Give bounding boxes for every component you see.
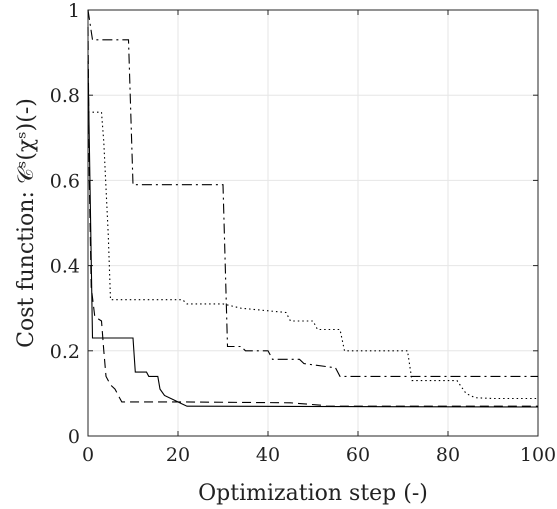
x-tick-label: 40: [256, 444, 280, 466]
series-line-solid: [87, 61, 539, 408]
series-line-dotted: [88, 111, 538, 400]
x-tick-label: 20: [166, 444, 190, 466]
x-tick-label: 100: [520, 444, 556, 466]
x-tick-label: 0: [82, 444, 94, 466]
y-tick-label: 0: [68, 426, 80, 448]
series-line-dashdot: [87, 9, 538, 377]
y-tick-label: 0.8: [50, 85, 80, 107]
grid: [87, 9, 539, 437]
y-tick-label: 0.6: [50, 170, 80, 192]
y-tick-label: 0.4: [50, 256, 80, 278]
y-tick-label: 0.2: [50, 341, 80, 363]
x-tick-label: 60: [346, 444, 370, 466]
series-line-dashed: [87, 26, 538, 407]
axis-ticks: 0 20 40 60 80 100 0 0.2 0.4 0.6 0.8 1: [50, 0, 556, 466]
y-axis-label: Cost function: 𝒞ˢ(χˢ)(-): [14, 98, 39, 348]
y-tick-label: 1: [68, 0, 80, 22]
series-lines: [87, 9, 539, 408]
plot-area-frame: [87, 9, 539, 437]
x-axis-label: Optimization step (-): [198, 481, 428, 506]
x-tick-label: 80: [436, 444, 460, 466]
